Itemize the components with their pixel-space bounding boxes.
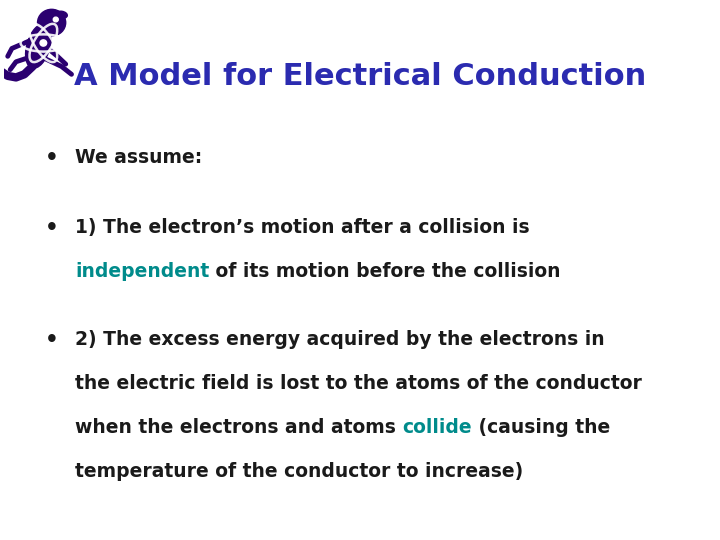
Text: of its motion before the collision: of its motion before the collision — [210, 262, 561, 281]
Text: collide: collide — [402, 418, 472, 437]
Text: •: • — [45, 330, 59, 350]
Text: independent: independent — [75, 262, 210, 281]
Text: A Model for Electrical Conduction: A Model for Electrical Conduction — [74, 62, 646, 91]
Text: •: • — [45, 218, 59, 238]
Circle shape — [37, 9, 66, 36]
Text: temperature of the conductor to increase): temperature of the conductor to increase… — [75, 462, 523, 481]
Text: (causing the: (causing the — [472, 418, 611, 437]
Text: We assume:: We assume: — [75, 148, 202, 167]
Circle shape — [53, 17, 58, 22]
Text: the electric field is lost to the atoms of the conductor: the electric field is lost to the atoms … — [75, 374, 642, 393]
Ellipse shape — [26, 24, 51, 68]
Text: •: • — [45, 148, 59, 168]
Circle shape — [40, 40, 47, 46]
Text: 2) The excess energy acquired by the electrons in: 2) The excess energy acquired by the ele… — [75, 330, 605, 349]
Text: 1) The electron’s motion after a collision is: 1) The electron’s motion after a collisi… — [75, 218, 530, 237]
Ellipse shape — [56, 11, 67, 18]
Text: when the electrons and atoms: when the electrons and atoms — [75, 418, 402, 437]
